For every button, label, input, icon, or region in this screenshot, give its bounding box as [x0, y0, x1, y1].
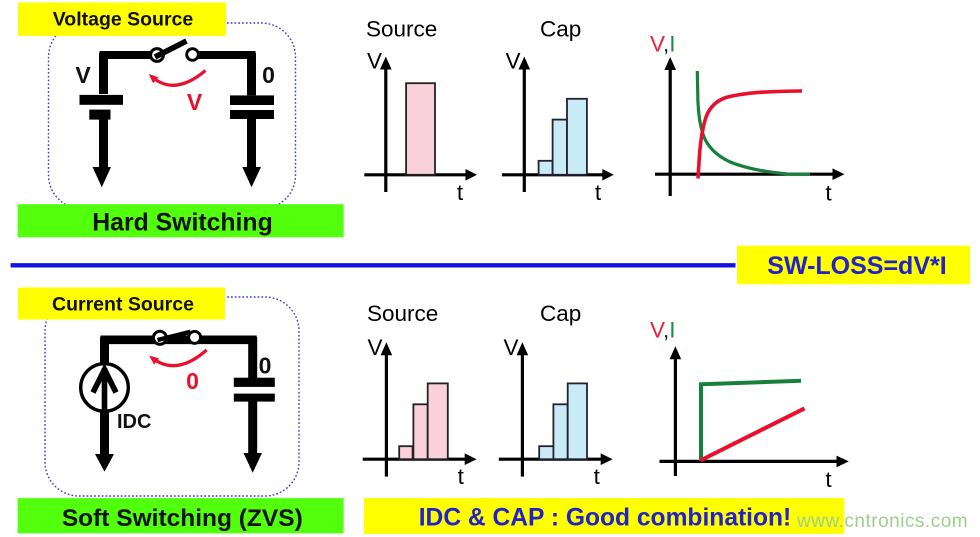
- svg-text:Soft Switching (ZVS): Soft Switching (ZVS): [62, 505, 303, 532]
- svg-text:t: t: [825, 467, 832, 492]
- svg-text:V: V: [367, 49, 382, 74]
- svg-text:t: t: [594, 464, 601, 489]
- svg-text:V,I: V,I: [650, 318, 675, 343]
- svg-text:V: V: [75, 62, 91, 88]
- svg-text:V: V: [505, 49, 520, 74]
- svg-text:www.cntronics.com: www.cntronics.com: [796, 511, 968, 532]
- svg-text:V: V: [503, 335, 518, 360]
- svg-text:Source: Source: [366, 16, 437, 41]
- svg-text:SW-LOSS=dV*I: SW-LOSS=dV*I: [767, 252, 946, 280]
- svg-text:Source: Source: [367, 301, 438, 326]
- svg-text:Current Source: Current Source: [52, 294, 194, 316]
- svg-text:0: 0: [262, 62, 275, 88]
- svg-text:Cap: Cap: [540, 16, 581, 41]
- svg-text:0: 0: [259, 353, 272, 379]
- svg-text:V: V: [187, 89, 203, 115]
- svg-text:t: t: [595, 180, 602, 205]
- svg-text:Cap: Cap: [540, 301, 581, 326]
- svg-text:Hard Switching: Hard Switching: [92, 210, 272, 237]
- svg-text:t: t: [825, 181, 832, 206]
- svg-text:V,I: V,I: [650, 32, 675, 57]
- svg-text:Voltage Source: Voltage Source: [53, 9, 194, 31]
- svg-text:0: 0: [186, 368, 199, 394]
- svg-text:t: t: [458, 464, 465, 489]
- svg-text:IDC & CAP : Good combination!: IDC & CAP : Good combination!: [419, 505, 792, 532]
- svg-text:t: t: [457, 180, 464, 205]
- svg-text:V: V: [367, 335, 382, 360]
- svg-text:IDC: IDC: [117, 411, 151, 433]
